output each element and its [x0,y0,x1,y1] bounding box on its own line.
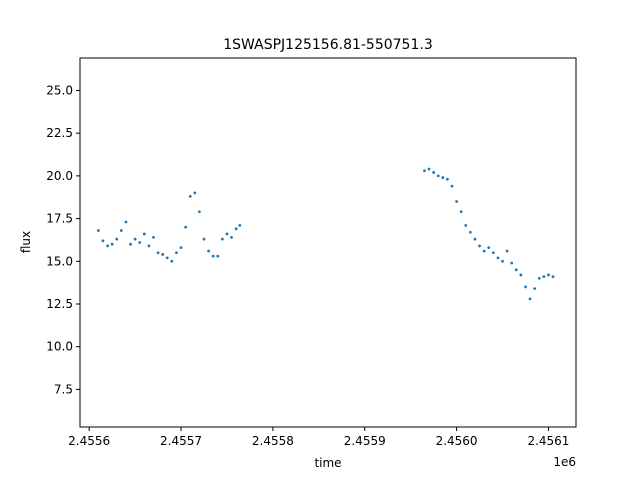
x-axis-label: time [314,456,341,470]
data-point [423,169,426,173]
x-tick-label: 2.4558 [252,434,294,448]
data-point [110,242,114,246]
data-point [234,227,238,231]
y-tick-label: 12.5 [46,297,73,311]
data-point [446,177,449,181]
data-point [514,268,518,272]
data-point [175,251,178,255]
y-tick-label: 20.0 [46,169,73,183]
data-point [225,232,229,236]
data-point [124,220,128,224]
data-point [487,246,491,250]
x-axis-offset-label: 1e6 [553,455,576,469]
data-point [101,239,105,243]
data-point [537,276,541,280]
data-point [455,200,458,203]
data-point [519,273,523,277]
data-point [170,259,174,263]
data-point [184,225,188,229]
data-point [551,275,555,279]
data-point [542,275,546,279]
data-point [464,224,468,227]
data-point [473,237,477,241]
data-point [115,237,119,241]
x-axis-ticks: 2.4556 2.4557 2.4558 2.4559 2.4560 2.4561 [68,427,569,448]
x-tick-label: 2.4561 [527,434,569,448]
data-point [505,249,509,253]
data-point [482,249,486,253]
data-point [427,167,431,171]
data-point [216,254,220,258]
data-point [496,256,500,260]
plot-frame [79,57,577,428]
data-point [142,232,146,236]
data-point [119,229,123,232]
data-point [528,297,532,301]
data-point [491,251,495,255]
data-point [152,235,155,239]
y-tick-label: 22.5 [46,126,73,140]
data-point [230,235,233,239]
data-point [161,253,165,256]
data-point [441,176,445,179]
data-point [133,237,137,241]
x-tick-label: 2.4560 [436,434,478,448]
data-point [501,259,504,263]
y-axis-label: flux [19,231,33,253]
y-tick-label: 17.5 [46,212,73,226]
y-tick-label: 10.0 [46,340,73,354]
x-tick-label: 2.4556 [68,434,110,448]
data-point [202,237,206,241]
y-tick-label: 25.0 [46,83,73,97]
data-point [129,242,132,246]
data-point [468,230,472,234]
data-point [459,210,463,214]
chart-title: 1SWASPJ125156.81-550751.3 [223,37,432,53]
data-point [450,184,454,188]
y-tick-label: 15.0 [46,254,73,268]
data-point [138,241,142,244]
data-point [220,237,224,241]
data-point [524,285,527,289]
data-point [478,244,481,248]
data-point [106,244,109,248]
y-axis-ticks: 7.5 10.0 12.5 15.0 17.5 20.0 22.5 25.0 [46,83,80,396]
data-point [188,194,192,198]
data-points [96,167,555,301]
x-tick-label: 2.4557 [160,434,202,448]
data-point [193,191,197,195]
data-point [179,246,183,250]
data-point [211,254,215,258]
data-point [533,287,537,291]
y-tick-label: 7.5 [54,382,73,396]
data-point [165,256,169,260]
data-point [198,210,201,214]
data-point [147,244,151,248]
data-point [547,273,550,277]
data-point [207,249,210,253]
data-point [156,251,160,255]
data-point [432,171,436,174]
data-point [238,224,242,227]
data-point [510,261,514,265]
data-point [436,174,440,178]
data-point [96,229,100,232]
x-tick-label: 2.4559 [344,434,386,448]
